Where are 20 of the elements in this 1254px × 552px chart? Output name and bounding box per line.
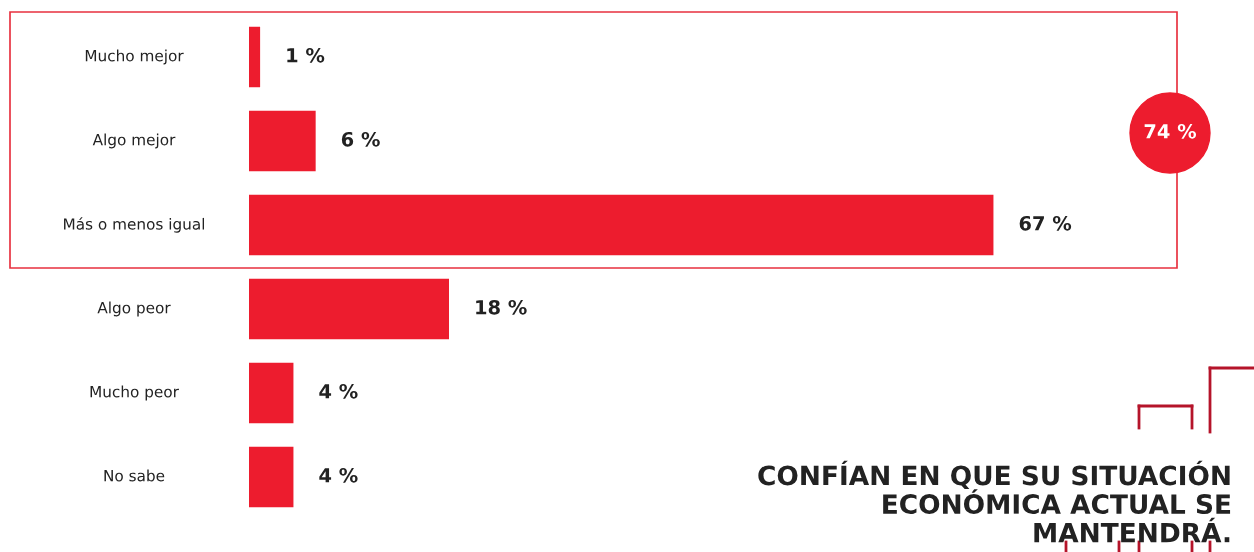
y-tick-label: Más o menos igual bbox=[64, 217, 205, 233]
y-tick-label: No sabe bbox=[104, 469, 165, 482]
data-label: 67 % bbox=[1019, 215, 1072, 231]
y-tick-label: Algo peor bbox=[97, 301, 171, 317]
bar bbox=[249, 110, 316, 172]
text: 74 % bbox=[1144, 123, 1197, 139]
data-label: 18 % bbox=[476, 299, 527, 315]
y-tick-label: Mucho peor bbox=[90, 385, 179, 401]
bar bbox=[249, 278, 449, 340]
bar bbox=[249, 362, 294, 424]
data-label: 6 % bbox=[341, 131, 380, 147]
bar bbox=[249, 26, 261, 88]
data-label: 4 % bbox=[319, 467, 358, 483]
bar bbox=[249, 446, 294, 508]
y-tick-label: Algo mejor bbox=[92, 133, 176, 149]
data-label: 4 % bbox=[319, 383, 358, 399]
data-label: 1 % bbox=[287, 47, 325, 63]
bar bbox=[249, 194, 994, 256]
annotation: CONFÍAN EN QUE SU SITUACIÓN ECONÓMICA ACTUAL SE MANTENDRÁ. bbox=[758, 460, 1231, 543]
y-tick-label: Mucho mejor bbox=[85, 49, 184, 65]
